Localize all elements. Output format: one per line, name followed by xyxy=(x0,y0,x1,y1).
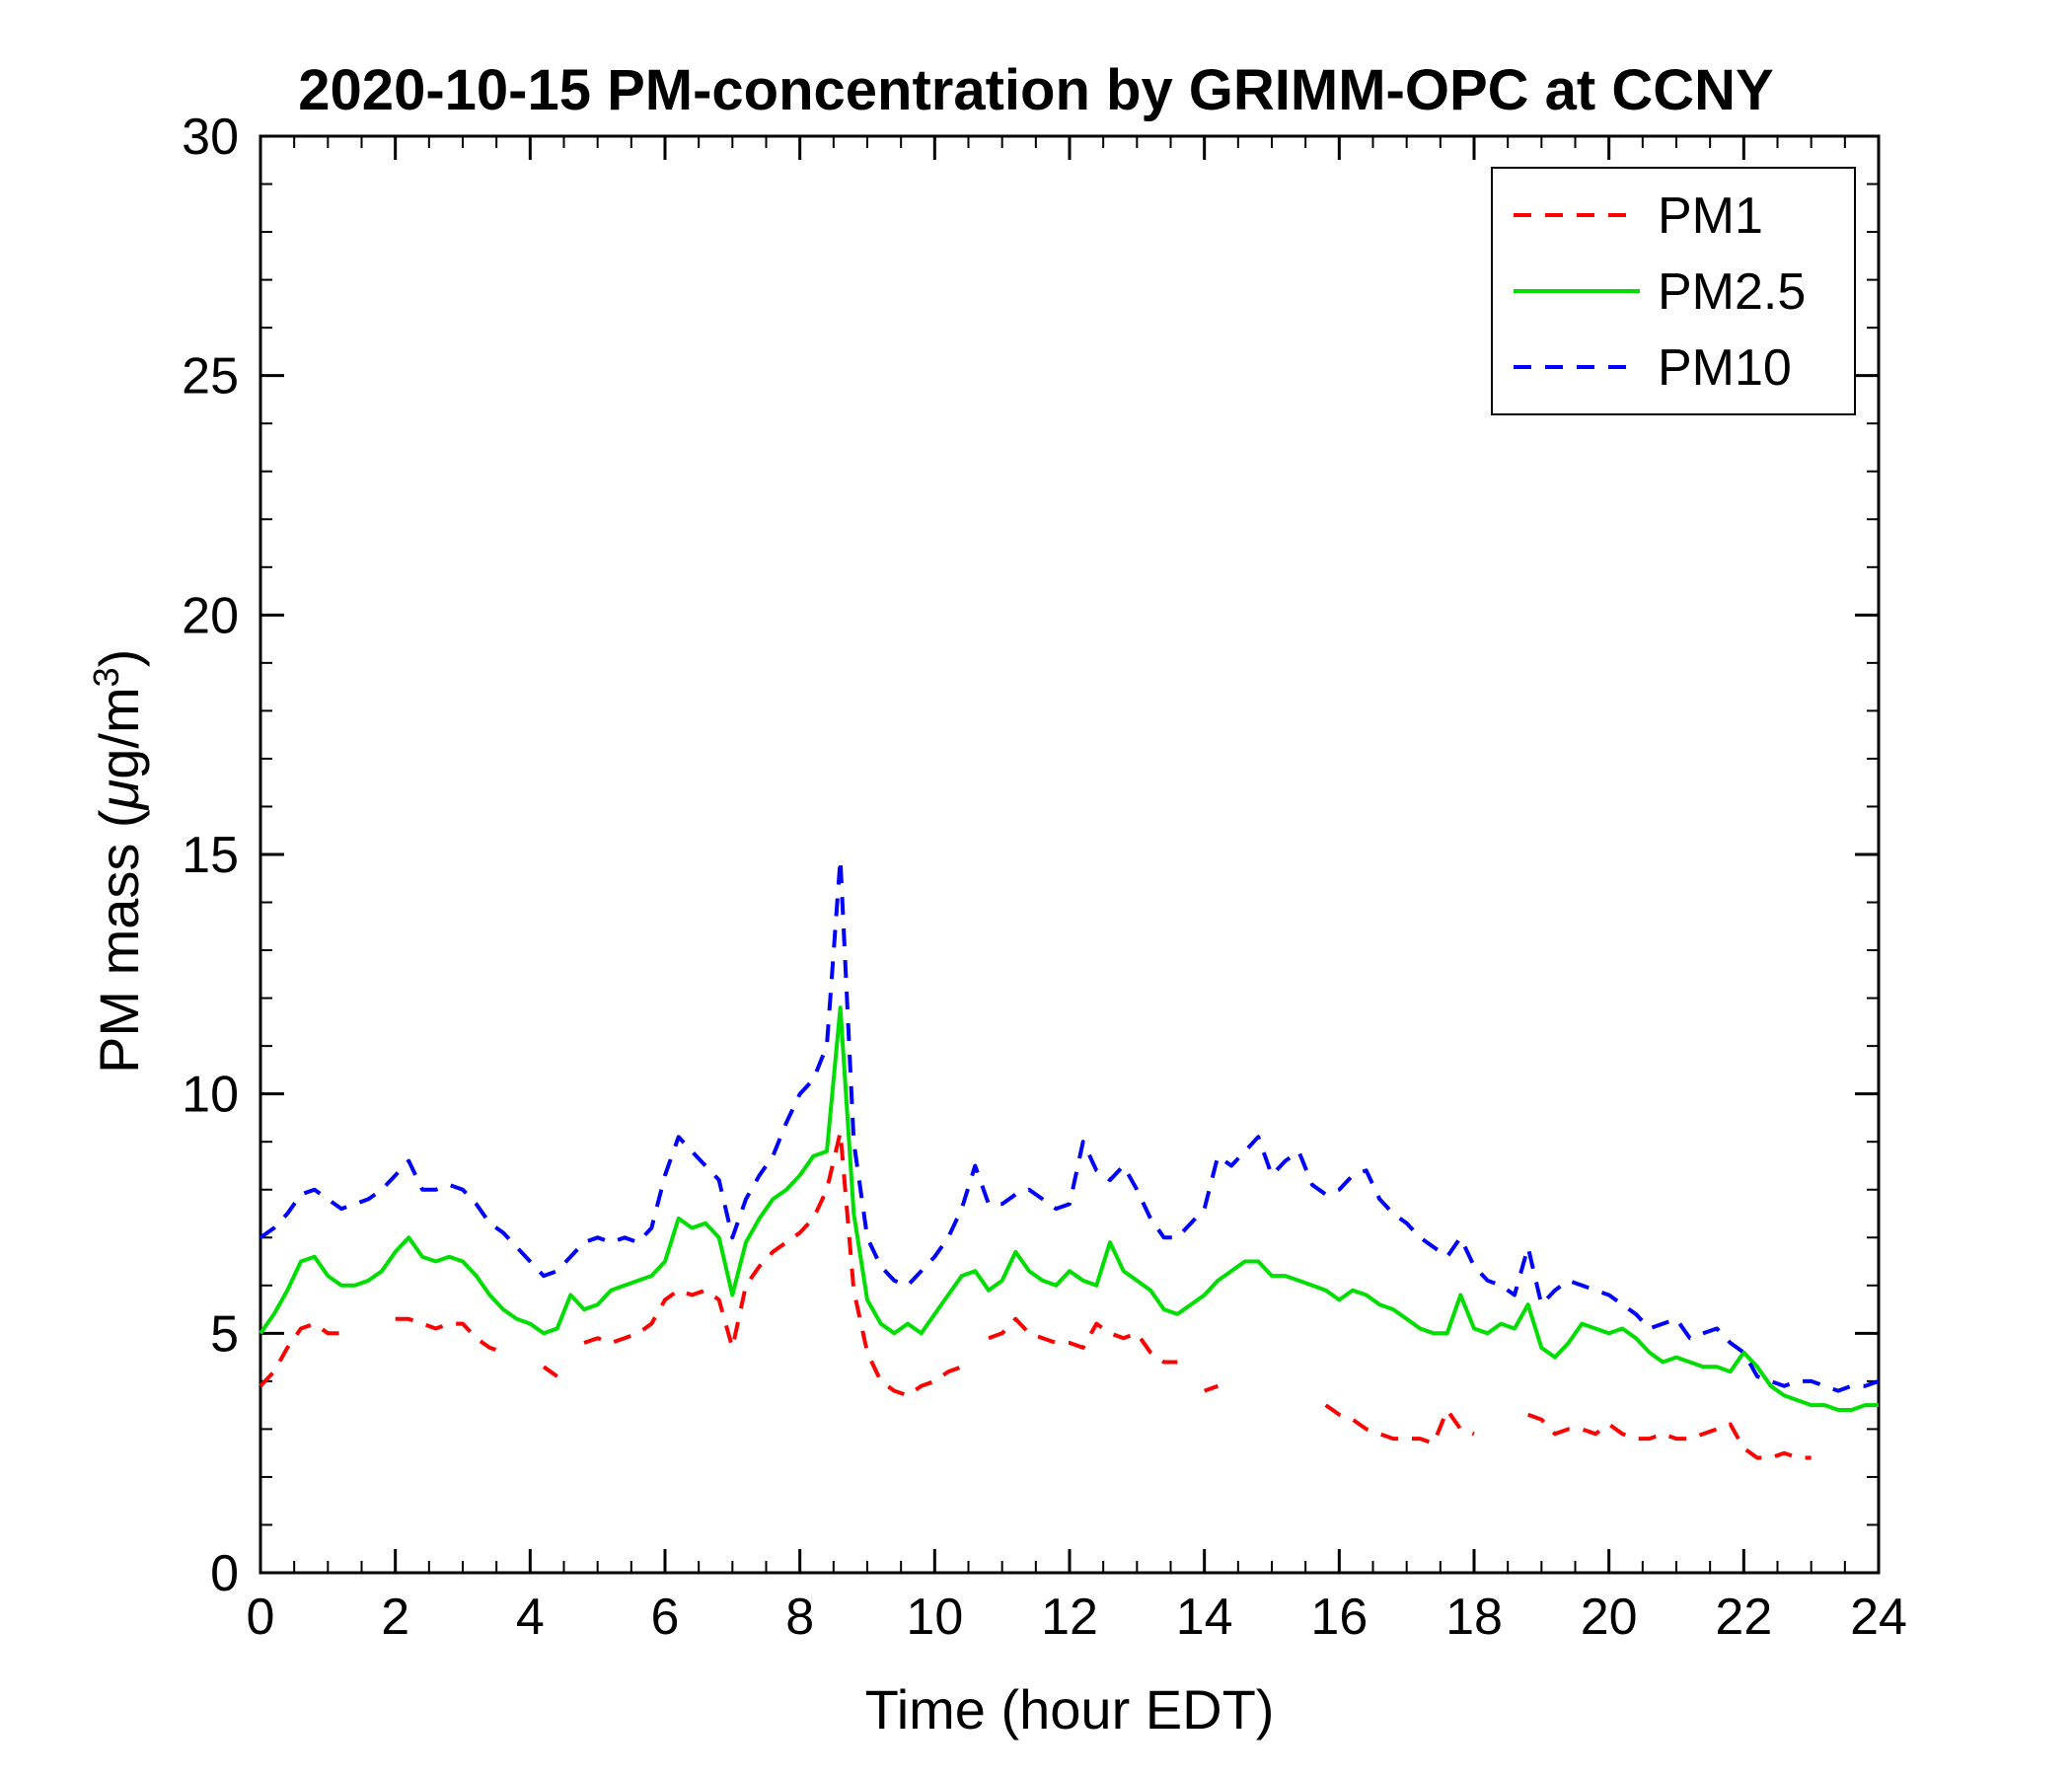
y-axis-label-sup: 3 xyxy=(86,667,127,688)
tick-marks xyxy=(259,134,1881,1575)
y-tick-label: 20 xyxy=(182,587,239,644)
x-tick-label: 20 xyxy=(1581,1589,1638,1646)
y-axis-label-pre: PM mass ( xyxy=(87,809,150,1073)
x-tick-label: 22 xyxy=(1715,1589,1772,1646)
x-tick-label: 16 xyxy=(1310,1589,1368,1646)
legend-label-pm2-5: PM2.5 xyxy=(1658,263,1806,321)
x-tick-label: 24 xyxy=(1850,1589,1907,1646)
x-tick-label: 0 xyxy=(247,1589,275,1646)
x-tick-label: 2 xyxy=(381,1589,409,1646)
y-tick-label: 15 xyxy=(182,827,239,884)
y-axis-label: PM mass (μg/m3) xyxy=(86,72,151,1651)
y-tick-label: 5 xyxy=(210,1305,239,1363)
y-tick-label: 30 xyxy=(182,109,239,166)
x-tick-label: 4 xyxy=(516,1589,545,1646)
x-tick-label: 18 xyxy=(1445,1589,1503,1646)
y-axis-label-post: ) xyxy=(87,648,150,668)
x-axis-label: Time (hour EDT) xyxy=(864,1678,1275,1740)
mu-symbol: μ xyxy=(87,778,150,810)
legend: PM1 PM2.5 PM10 xyxy=(1491,167,1856,415)
x-tick-label: 6 xyxy=(651,1589,680,1646)
x-tick-label: 10 xyxy=(906,1589,963,1646)
series-line-pm2-5 xyxy=(259,1005,1879,1412)
legend-label-pm1: PM1 xyxy=(1658,187,1763,245)
x-tick-label: 8 xyxy=(785,1589,814,1646)
x-tick-label: 14 xyxy=(1176,1589,1233,1646)
chart-title: 2020-10-15 PM-concentration by GRIMM-OPC… xyxy=(298,58,1774,122)
x-tick-label: 12 xyxy=(1041,1589,1098,1646)
y-tick-label: 25 xyxy=(182,348,239,406)
y-axis-label-mid: g/m xyxy=(87,687,150,779)
y-tick-label: 0 xyxy=(210,1545,239,1602)
y-tick-label: 10 xyxy=(182,1067,239,1124)
series-line-pm1 xyxy=(259,1130,1812,1460)
legend-label-pm10: PM10 xyxy=(1658,339,1792,397)
series-line-pm10 xyxy=(259,856,1880,1393)
